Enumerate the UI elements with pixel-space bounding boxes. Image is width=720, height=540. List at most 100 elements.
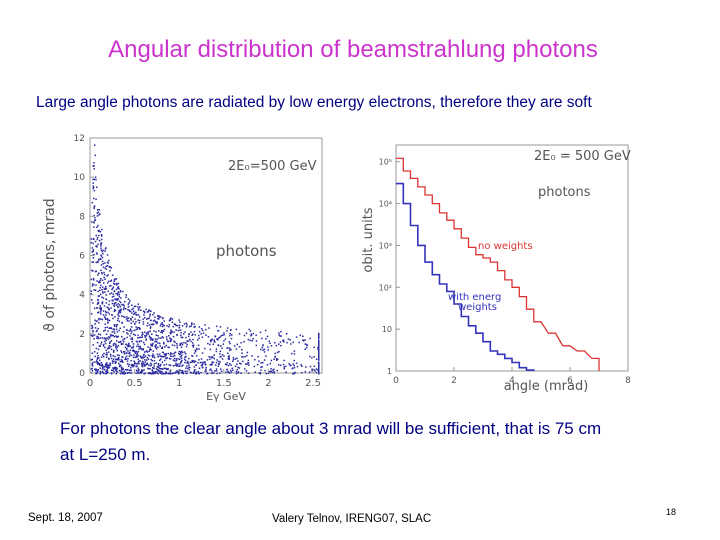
scatter-point: [230, 364, 232, 366]
scatter-point: [240, 372, 242, 374]
scatter-point: [168, 335, 170, 337]
scatter-point: [98, 214, 100, 216]
scatter-point: [97, 299, 99, 302]
scatter-point: [193, 361, 195, 364]
scatter-point: [143, 311, 146, 314]
scatter-point: [93, 307, 96, 310]
scatter-point: [169, 318, 172, 320]
scatter-point: [314, 370, 316, 372]
scatter-point: [116, 331, 119, 333]
scatter-point: [103, 276, 105, 279]
scatter-point: [152, 356, 154, 358]
scatter-point: [186, 340, 188, 343]
scatter-point: [90, 293, 92, 295]
scatter-point: [110, 279, 113, 281]
scatter-point: [270, 345, 273, 347]
scatter-point: [122, 303, 125, 306]
scatter-point: [255, 334, 257, 336]
scatter-point: [165, 363, 168, 366]
scatter-point: [131, 338, 134, 341]
scatter-point: [178, 352, 180, 355]
scatter-point: [92, 334, 94, 337]
scatter-point: [155, 346, 157, 349]
scatter-point: [178, 350, 181, 353]
scatter-point: [118, 309, 121, 312]
scatter-point: [181, 354, 183, 356]
scatter-point: [318, 337, 320, 339]
scatter-point: [201, 366, 204, 368]
scatter-point: [169, 331, 172, 334]
scatter-point: [97, 337, 100, 340]
scatter-point: [156, 338, 158, 341]
scatter-point: [240, 363, 242, 365]
scatter-point: [101, 368, 104, 370]
scatter-point: [136, 345, 138, 347]
scatter-point: [230, 348, 232, 351]
scatter-xtick-label: 2: [265, 378, 271, 389]
scatter-point: [109, 362, 111, 364]
scatter-point: [142, 318, 144, 320]
scatter-point: [106, 352, 108, 354]
scatter-point: [120, 358, 123, 361]
scatter-point: [91, 327, 93, 330]
scatter-point: [158, 315, 161, 317]
scatter-point: [104, 323, 107, 325]
scatter-point: [153, 330, 155, 332]
scatter-point: [145, 332, 148, 334]
scatter-point: [149, 372, 151, 374]
scatter-point: [101, 256, 104, 259]
scatter-point: [104, 365, 107, 367]
scatter-point: [144, 336, 146, 338]
scatter-point: [114, 315, 116, 318]
scatter-point: [146, 359, 148, 361]
scatter-point: [123, 352, 126, 355]
scatter-point: [115, 325, 118, 328]
scatter-point: [229, 332, 231, 335]
scatter-point: [108, 285, 111, 287]
histogram-ytick-label: 10⁴: [379, 200, 392, 209]
scatter-point: [97, 243, 99, 246]
scatter-point: [186, 360, 189, 363]
scatter-point: [258, 360, 260, 362]
scatter-point: [100, 362, 103, 364]
scatter-point: [145, 318, 148, 320]
scatter-ytick-label: 8: [79, 212, 85, 222]
scatter-point: [144, 351, 146, 353]
scatter-point: [111, 314, 113, 316]
scatter-point: [101, 303, 104, 305]
scatter-point: [309, 365, 312, 368]
scatter-point: [220, 370, 223, 372]
scatter-point: [283, 366, 285, 368]
scatter-point: [304, 370, 307, 373]
scatter-annotation-label: photons: [216, 242, 277, 260]
scatter-point: [171, 321, 174, 323]
scatter-point: [135, 321, 137, 323]
scatter-ytick-label: 2: [79, 330, 85, 340]
scatter-point: [101, 288, 103, 291]
scatter-point: [162, 336, 164, 339]
series-line-no-weights: [396, 157, 600, 371]
scatter-point: [193, 369, 196, 372]
scatter-point: [92, 250, 94, 252]
scatter-point: [107, 348, 109, 350]
scatter-point: [191, 323, 193, 326]
scatter-point: [270, 368, 272, 370]
scatter-xtick-label: 2.5: [305, 378, 321, 389]
scatter-point: [109, 364, 111, 367]
scatter-point: [170, 355, 172, 357]
scatter-point: [143, 331, 146, 333]
scatter-point: [164, 373, 167, 375]
scatter-point: [113, 368, 115, 370]
scatter-point: [91, 325, 93, 327]
scatter-point: [92, 261, 94, 263]
scatter-point: [141, 364, 143, 366]
scatter-point: [185, 367, 187, 369]
scatter-point: [118, 362, 120, 365]
scatter-point: [105, 339, 107, 341]
scatter-point: [138, 348, 140, 350]
scatter-point: [125, 296, 127, 298]
scatter-point: [141, 356, 144, 358]
scatter-point: [318, 340, 320, 343]
scatter-point: [132, 320, 134, 323]
scatter-point: [147, 331, 150, 333]
